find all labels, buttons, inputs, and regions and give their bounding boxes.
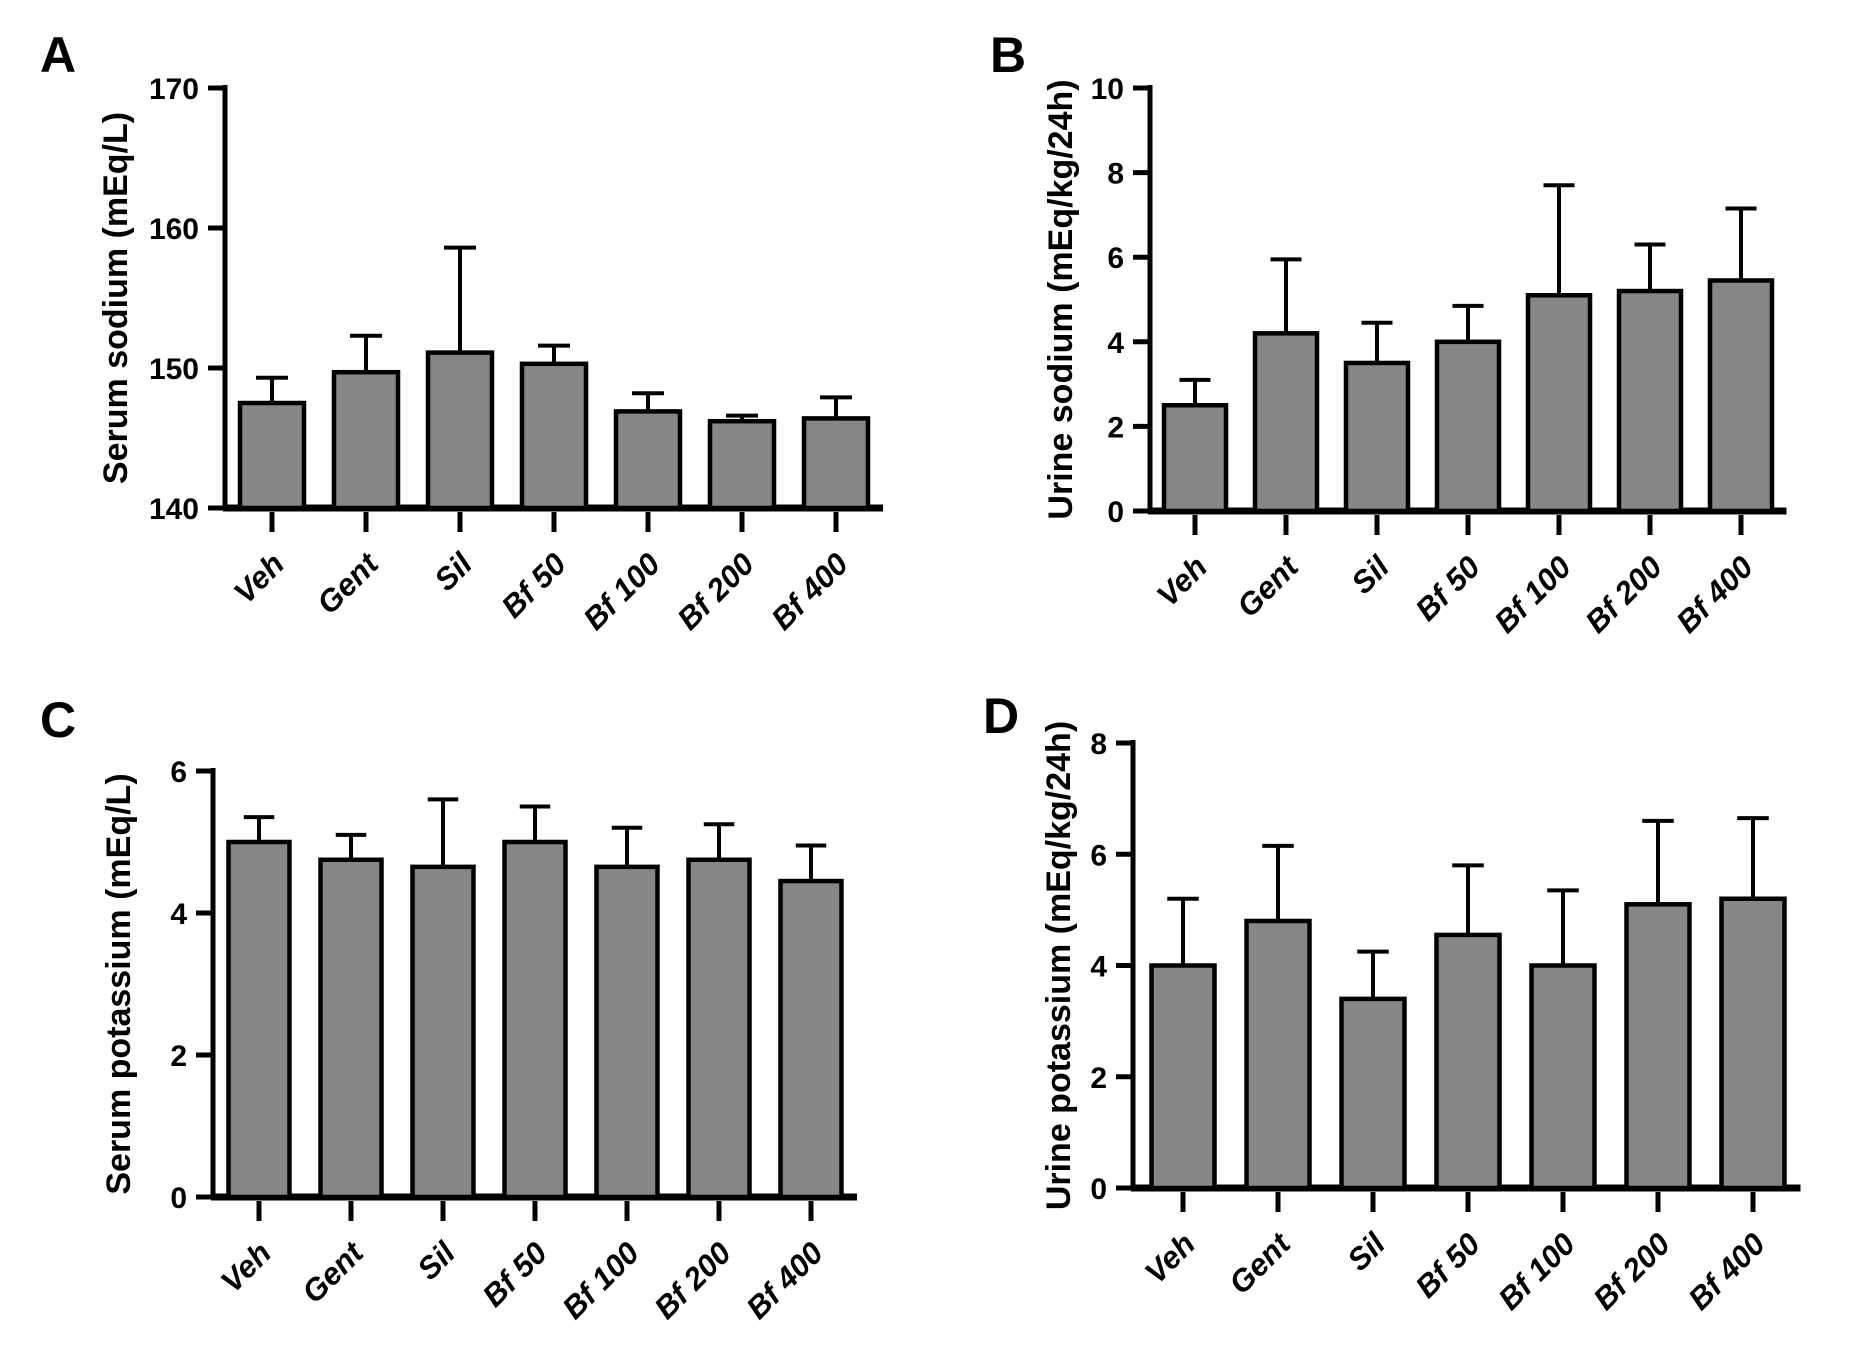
- panel-D-x-label-Sil: Sil: [1340, 1225, 1393, 1278]
- panel-D-y-tick-label: 4: [1090, 951, 1107, 984]
- panel-C-x-label-Bf 400: Bf 400: [739, 1235, 830, 1326]
- panel-B-x-label-Gent: Gent: [1230, 548, 1306, 624]
- panel-C-bar-Veh: [226, 839, 292, 1200]
- panel-B-x-label-Bf 50: Bf 50: [1409, 549, 1487, 627]
- panel-D-y-tick-label: 0: [1090, 1173, 1107, 1206]
- panel-A-y-tick-label: 170: [149, 73, 199, 106]
- panel-C-letter: C: [40, 692, 76, 748]
- panel-C-y-axis-title: Serum potassium (mEq/L): [100, 773, 138, 1194]
- panel-C-x-label-Bf 50: Bf 50: [476, 1235, 554, 1313]
- panel-D-bar-Veh: [1149, 963, 1217, 1191]
- panel-A-x-label-Bf 100: Bf 100: [576, 546, 667, 637]
- panel-D-x-label-Bf 400: Bf 400: [1681, 1226, 1772, 1317]
- panel-B-x-label-Sil: Sil: [1344, 548, 1397, 601]
- panel-C-bar-Sil: [410, 864, 476, 1200]
- panel-D-y-tick-label: 8: [1090, 728, 1107, 761]
- panel-C-y-tick-label: 4: [170, 898, 187, 931]
- panel-A-y-tick-label: 160: [149, 213, 199, 246]
- panel-D-x-label-Veh: Veh: [1138, 1226, 1202, 1290]
- panel-D-x-label-Bf 100: Bf 100: [1491, 1226, 1582, 1317]
- panel-A-y-tick-label: 150: [149, 353, 199, 386]
- panel-A-bar-Bf 200: [707, 418, 777, 511]
- panel-B-x-label-Veh: Veh: [1150, 549, 1214, 613]
- panel-D-bar-Bf 200: [1624, 902, 1692, 1191]
- panel-B-bar-Gent: [1252, 331, 1320, 514]
- panel-B-y-tick-label: 8: [1107, 158, 1124, 191]
- panel-B-letter: B: [990, 27, 1026, 83]
- panel-C-bar-Gent: [318, 857, 384, 1200]
- panel-D-bar-Bf 100: [1529, 963, 1597, 1191]
- panel-D-bar-Gent: [1244, 918, 1312, 1191]
- panel-C-x-label-Bf 200: Bf 200: [647, 1235, 738, 1326]
- panel-C-x-label-Sil: Sil: [410, 1234, 463, 1287]
- panel-A-bar-Sil: [425, 350, 495, 511]
- panel-B-bar-Sil: [1343, 360, 1411, 514]
- panel-C-x-label-Bf 100: Bf 100: [555, 1235, 646, 1326]
- panel-D-letter: D: [983, 688, 1019, 744]
- panel-D-y-axis-title: Urine potassium (mEq/kg/24h): [1040, 721, 1078, 1210]
- panel-A-bar-Veh: [237, 400, 307, 511]
- panel-D-bar-Bf 50: [1434, 932, 1502, 1191]
- panel-C-x-label-Veh: Veh: [214, 1235, 278, 1299]
- panel-B-bar-Bf 50: [1434, 339, 1502, 514]
- panel-B-x-label-Bf 400: Bf 400: [1669, 549, 1760, 640]
- panel-C-y-tick-label: 0: [170, 1182, 187, 1215]
- panel-D-bar-Sil: [1339, 996, 1407, 1191]
- panel-D-x-label-Bf 50: Bf 50: [1409, 1226, 1487, 1304]
- panel-A-x-label-Bf 50: Bf 50: [495, 546, 573, 624]
- panel-D-y-tick-label: 6: [1090, 839, 1107, 872]
- panel-B-y-axis-title: Urine sodium (mEq/kg/24h): [1042, 79, 1080, 519]
- panel-A-x-label-Bf 200: Bf 200: [670, 546, 761, 637]
- panel-B-y-tick-label: 0: [1107, 496, 1124, 529]
- panel-C-y-tick-label: 2: [170, 1040, 187, 1073]
- panel-D-bar-Bf 400: [1719, 896, 1787, 1191]
- panel-B-bar-Bf 400: [1707, 278, 1775, 514]
- panel-B-y-tick-label: 6: [1107, 242, 1124, 275]
- panel-D-x-label-Bf 200: Bf 200: [1586, 1226, 1677, 1317]
- panel-C-bar-Bf 50: [502, 839, 568, 1200]
- panel-A-x-label-Bf 400: Bf 400: [764, 546, 855, 637]
- panel-B-bar-Bf 200: [1616, 288, 1684, 514]
- panel-B-y-tick-label: 10: [1091, 73, 1124, 106]
- panel-B-bar-Veh: [1161, 403, 1229, 514]
- panel-A-bar-Gent: [331, 369, 401, 511]
- panel-B-y-tick-label: 4: [1107, 327, 1124, 360]
- panel-B-bar-Bf 100: [1525, 293, 1593, 514]
- panel-C-bar-Bf 400: [778, 878, 844, 1200]
- panel-B-x-label-Bf 200: Bf 200: [1578, 549, 1669, 640]
- panel-C-y-tick-label: 6: [170, 756, 187, 789]
- panel-A-bar-Bf 100: [613, 409, 683, 511]
- panel-A-bar-Bf 50: [519, 361, 589, 511]
- panel-A-y-tick-label: 140: [149, 493, 199, 526]
- panel-A-letter: A: [40, 27, 76, 83]
- panel-A-x-label-Sil: Sil: [427, 545, 480, 598]
- panel-B-y-tick-label: 2: [1107, 411, 1124, 444]
- panel-C-x-label-Gent: Gent: [295, 1234, 371, 1310]
- panel-C-bar-Bf 100: [594, 864, 660, 1200]
- panel-A-y-axis-title: Serum sodium (mEq/L): [97, 112, 135, 484]
- panel-C-bar-Bf 200: [686, 857, 752, 1200]
- panel-B-x-label-Bf 100: Bf 100: [1487, 549, 1578, 640]
- panel-A-x-label-Gent: Gent: [310, 545, 386, 621]
- panel-D-x-label-Gent: Gent: [1222, 1225, 1298, 1301]
- panel-A-x-label-Veh: Veh: [227, 546, 291, 610]
- panel-A-bar-Bf 400: [801, 416, 871, 511]
- panel-D-y-tick-label: 2: [1090, 1062, 1107, 1095]
